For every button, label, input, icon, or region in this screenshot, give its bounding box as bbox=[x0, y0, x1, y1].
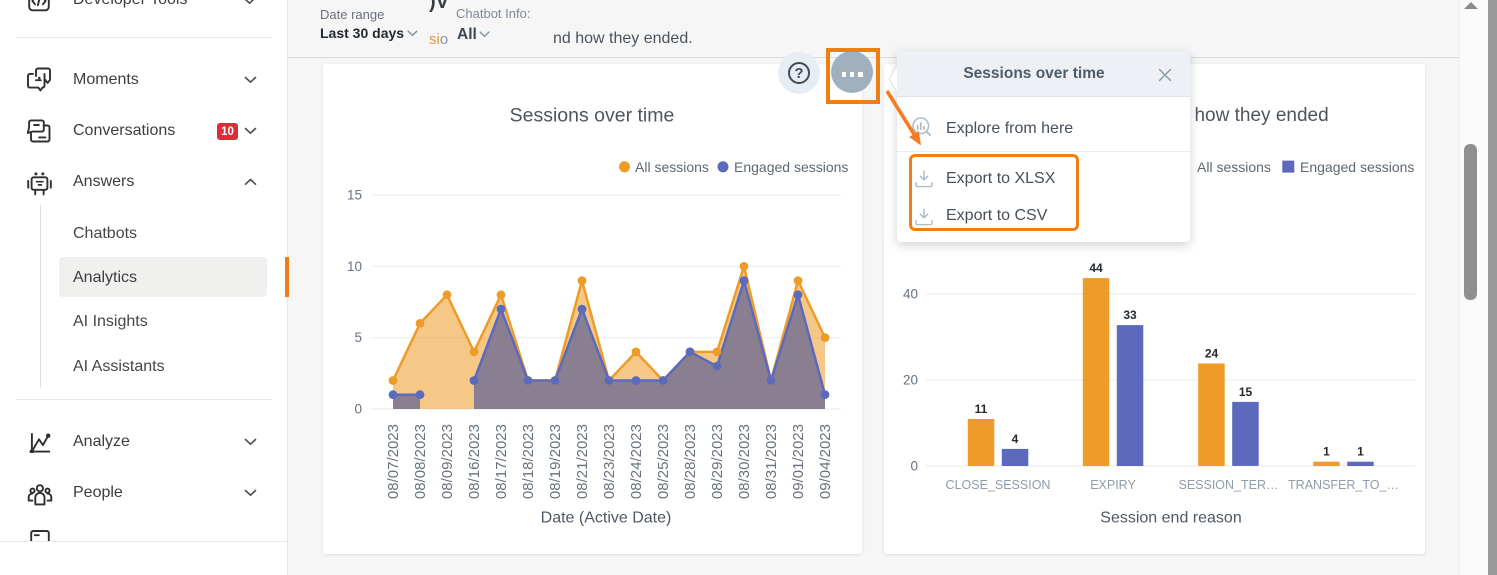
svg-text:08/29/2023: 08/29/2023 bbox=[709, 424, 726, 499]
svg-text:Session end reason: Session end reason bbox=[1100, 510, 1241, 527]
svg-text:09/04/2023: 09/04/2023 bbox=[817, 424, 834, 499]
svg-text:Sessions over time: Sessions over time bbox=[510, 105, 675, 127]
svg-text:11: 11 bbox=[975, 402, 988, 416]
svg-text:All sessions: All sessions bbox=[1197, 159, 1271, 175]
svg-text:44: 44 bbox=[1089, 261, 1103, 275]
svg-text:SESSION_TER…: SESSION_TER… bbox=[1178, 478, 1278, 492]
svg-text:4: 4 bbox=[1012, 432, 1019, 446]
svg-text:10: 10 bbox=[347, 259, 362, 274]
svg-text:08/16/2023: 08/16/2023 bbox=[466, 424, 483, 499]
svg-text:20: 20 bbox=[903, 373, 918, 388]
svg-text:08/07/2023: 08/07/2023 bbox=[385, 424, 402, 499]
svg-text:15: 15 bbox=[1239, 385, 1253, 399]
svg-text:33: 33 bbox=[1123, 308, 1137, 322]
svg-text:08/09/2023: 08/09/2023 bbox=[439, 424, 456, 499]
svg-text:Date (Active Date): Date (Active Date) bbox=[541, 510, 672, 527]
svg-text:0: 0 bbox=[354, 402, 362, 417]
svg-text:08/25/2023: 08/25/2023 bbox=[655, 424, 672, 499]
svg-text:1: 1 bbox=[1357, 445, 1364, 459]
svg-text:08/28/2023: 08/28/2023 bbox=[682, 424, 699, 499]
svg-text:TRANSFER_TO_…: TRANSFER_TO_… bbox=[1288, 478, 1399, 492]
svg-text:08/31/2023: 08/31/2023 bbox=[763, 424, 780, 499]
svg-text:08/24/2023: 08/24/2023 bbox=[628, 424, 645, 499]
svg-text:08/19/2023: 08/19/2023 bbox=[547, 424, 564, 499]
svg-text:EXPIRY: EXPIRY bbox=[1090, 478, 1136, 492]
svg-text:24: 24 bbox=[1205, 347, 1219, 361]
svg-text:08/23/2023: 08/23/2023 bbox=[601, 424, 618, 499]
svg-text:08/21/2023: 08/21/2023 bbox=[574, 424, 591, 499]
svg-text:5: 5 bbox=[354, 330, 362, 345]
svg-text:Engaged sessions: Engaged sessions bbox=[734, 159, 848, 175]
svg-text:All sessions: All sessions bbox=[635, 159, 709, 175]
svg-text:08/18/2023: 08/18/2023 bbox=[520, 424, 537, 499]
svg-text:08/17/2023: 08/17/2023 bbox=[493, 424, 510, 499]
svg-text:09/01/2023: 09/01/2023 bbox=[790, 424, 807, 499]
svg-text:Engaged sessions: Engaged sessions bbox=[1300, 159, 1414, 175]
svg-text:08/08/2023: 08/08/2023 bbox=[412, 424, 429, 499]
svg-text:1: 1 bbox=[1323, 445, 1330, 459]
svg-text:CLOSE_SESSION: CLOSE_SESSION bbox=[946, 478, 1051, 492]
svg-text:0: 0 bbox=[910, 459, 918, 474]
svg-text:15: 15 bbox=[347, 188, 362, 203]
svg-text:40: 40 bbox=[903, 287, 918, 302]
svg-text:08/30/2023: 08/30/2023 bbox=[736, 424, 753, 499]
